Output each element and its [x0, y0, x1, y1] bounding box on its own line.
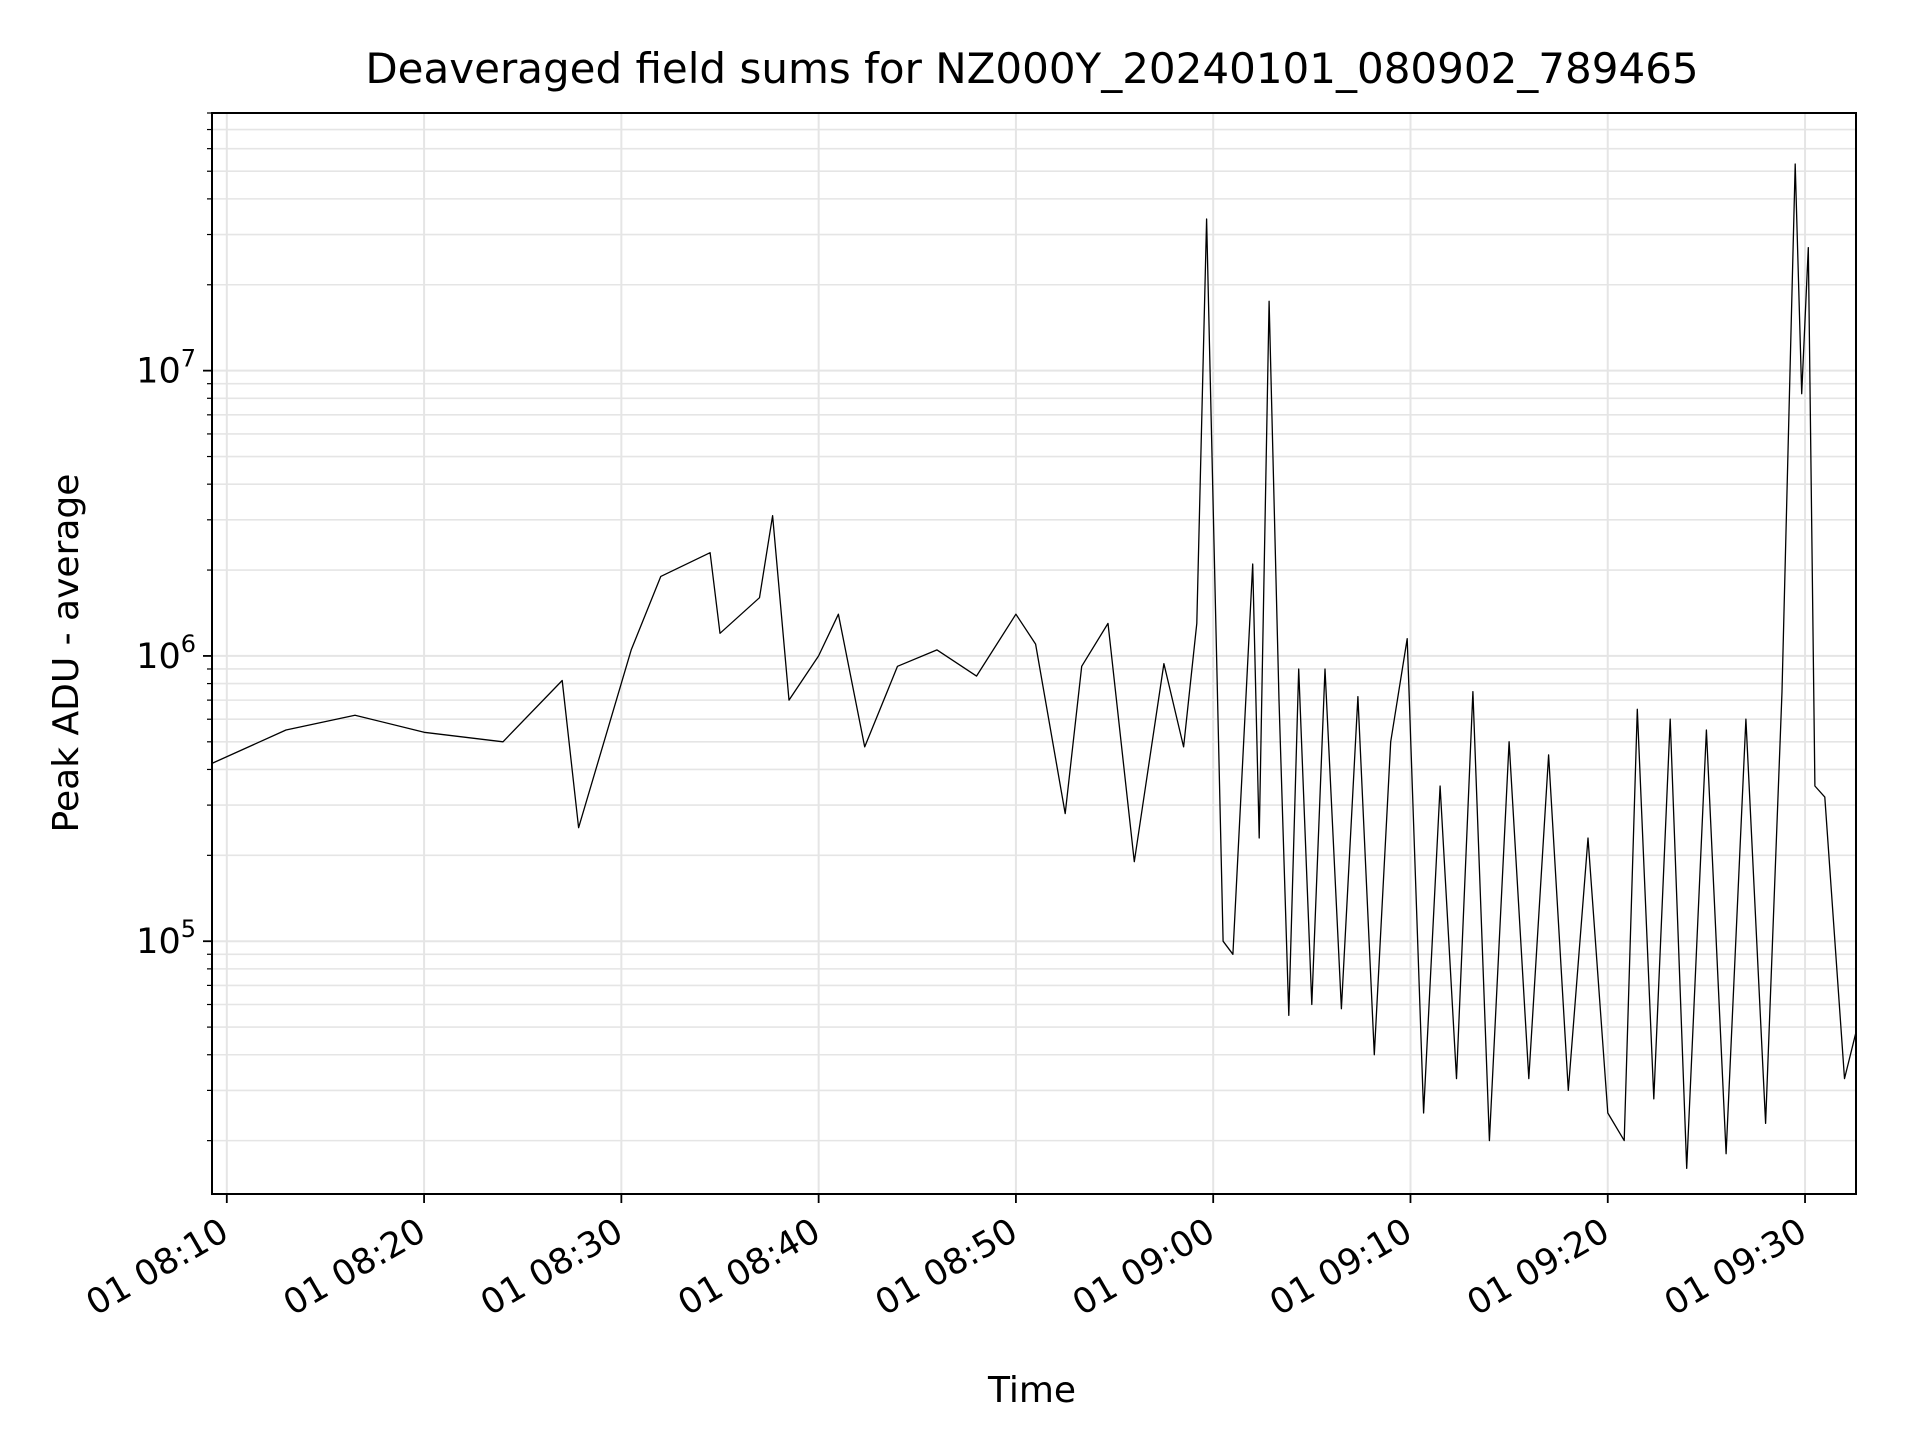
- chart-title: Deaveraged field sums for NZ000Y_2024010…: [365, 44, 1698, 93]
- y-axis: 105 106 107: [136, 112, 212, 1142]
- y-tick-label: 107: [136, 345, 196, 392]
- y-tick-label: 105: [136, 915, 196, 962]
- plot-area-frame: [211, 112, 1857, 1195]
- grid: [212, 112, 1856, 1194]
- y-tick-label: 106: [136, 630, 196, 677]
- x-axis-label: Time: [987, 1370, 1076, 1411]
- series-line: [211, 163, 1857, 1169]
- y-axis-label: Peak ADU - average: [46, 474, 87, 833]
